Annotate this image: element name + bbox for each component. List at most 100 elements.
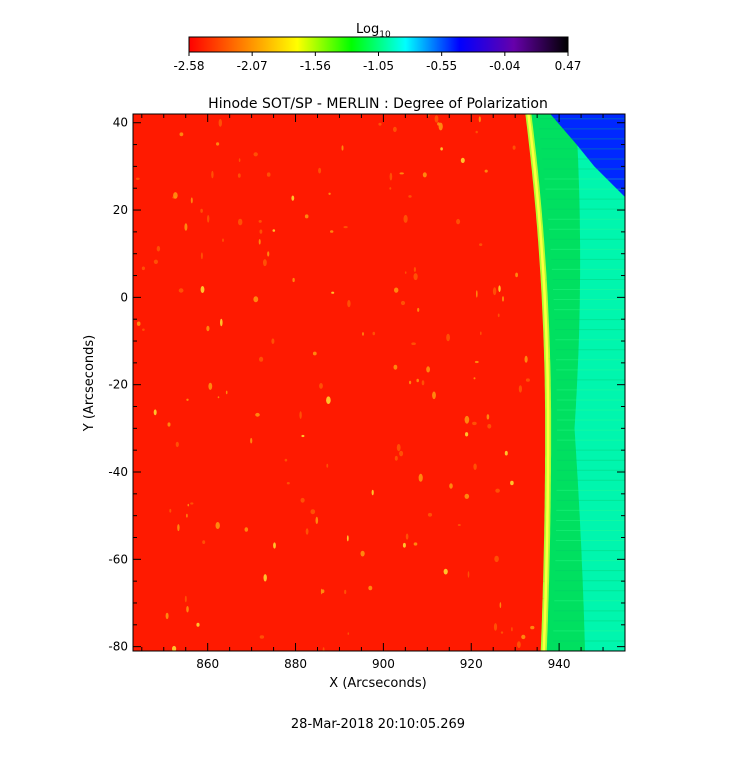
scan-streaks [537,118,625,651]
speckle [427,512,433,517]
speckle [403,214,408,223]
speckle [504,450,508,456]
colorbar-tick-label: -2.58 [173,59,204,73]
speckle [184,595,187,603]
colorbar-ticks: -2.58 -2.07 -1.56 -1.05 -0.55 -0.04 0.47 [173,52,581,73]
colorbar-tick-label: -0.55 [426,59,457,73]
speckle [273,542,276,549]
speckle [172,645,177,651]
speckle [498,285,501,293]
y-tick-label: 40 [113,116,128,130]
speckle [408,195,412,198]
speckle [179,132,184,137]
speckle [530,625,535,630]
speckle [200,252,203,260]
speckle [510,480,514,486]
speckle [211,170,214,179]
y-tick-label: 0 [120,290,128,304]
speckle [434,115,439,123]
speckle [417,307,420,312]
speckle [305,528,309,535]
y-tick-label: -20 [108,378,128,392]
speckle [502,296,504,302]
speckle [319,383,323,389]
speckle [422,172,427,178]
speckle [315,516,319,525]
speckle [312,351,317,356]
speckle [473,463,477,470]
speckle [421,380,425,386]
y-tick-label: 20 [113,203,128,217]
speckle [346,535,349,542]
speckle [318,167,322,174]
speckle [218,119,222,127]
speckle [331,291,335,294]
x-tick-label: 880 [284,657,307,671]
speckle [497,313,500,318]
speckle [328,192,331,195]
speckle [492,287,497,296]
speckle [456,218,461,225]
speckle [426,366,430,373]
speckle [156,245,161,252]
speckle [186,398,189,401]
speckle [330,230,334,233]
speckle [196,622,200,627]
speckle [396,444,401,452]
speckle [484,169,488,173]
speckle [511,627,513,632]
speckle [378,122,382,126]
speckle [518,385,523,393]
timestamp: 28-Mar-2018 20:10:05.269 [291,717,465,732]
speckle [432,391,436,400]
speckle [472,421,477,426]
speckle [416,378,420,383]
speckle [326,396,331,405]
disk-speckles [135,114,535,651]
speckle [521,634,526,640]
colorbar: Log10 -2.58 -2.07 -1.56 -1.05 -0.55 -0.04 0.47 [173,22,581,73]
speckle [499,602,502,609]
speckle [263,574,267,582]
speckle [178,288,184,293]
speckle [457,524,461,526]
speckle [494,555,499,563]
speckle [413,273,418,281]
speckle [291,195,295,201]
speckle [473,377,476,380]
speckle [263,259,267,267]
speckle [404,271,407,274]
speckle [486,414,490,420]
speckle [267,251,270,257]
speckle [258,239,261,245]
speckle [493,623,498,631]
speckle [250,437,253,444]
speckle [465,432,469,437]
speckle [238,218,243,226]
colorbar-tick-label: -0.04 [489,59,520,73]
speckle [200,208,203,213]
speckle [368,585,373,591]
off-limb-outer-region [574,114,625,651]
speckle [476,290,478,298]
speckle [142,328,145,331]
speckle [184,223,188,231]
speckle [347,632,350,635]
speckle [362,332,364,336]
speckle [449,483,453,489]
speckle [167,422,171,427]
y-axis: 40 20 0 -20 -40 -60 -80 [108,116,625,654]
speckle [460,157,465,163]
speckle [215,522,220,529]
speckle [165,612,169,620]
colorbar-label-subscript: 10 [379,30,391,40]
speckle [208,382,213,390]
speckle [206,325,210,332]
speckle [413,542,418,546]
x-tick-label: 860 [196,657,219,671]
speckle [487,424,492,429]
speckle [344,589,347,595]
colorbar-label: Log10 [356,22,391,40]
speckle [200,286,205,293]
